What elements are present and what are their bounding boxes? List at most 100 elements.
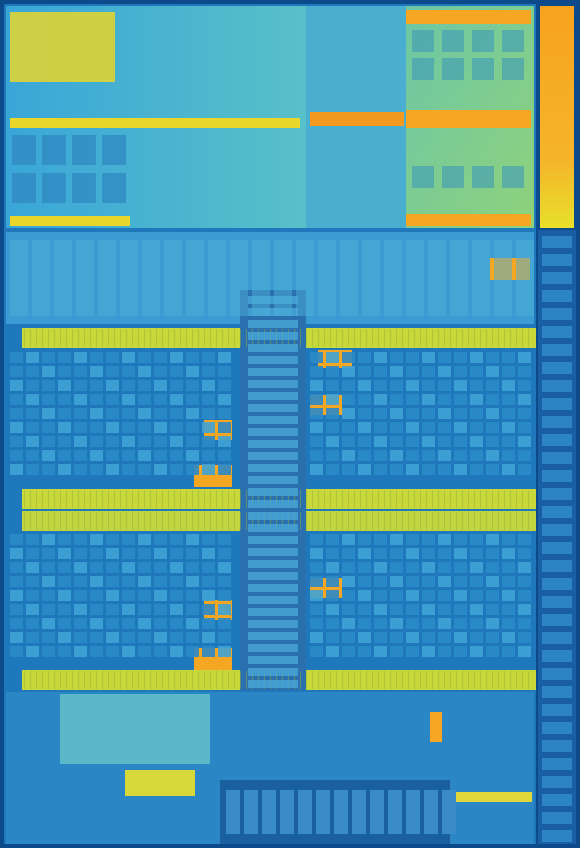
logic-cell (138, 604, 151, 615)
bus-stripe (54, 329, 55, 347)
logic-cell (10, 618, 23, 629)
logic-cell (122, 366, 135, 377)
logic-cell (154, 436, 167, 447)
logic-cell (406, 436, 419, 447)
bus-stripe (360, 512, 361, 530)
io-cell (542, 524, 572, 536)
logic-cell (326, 618, 339, 629)
io-pad (298, 790, 312, 834)
logic-cell (26, 604, 39, 615)
logic-cell (58, 408, 71, 419)
bus-stripe (450, 512, 451, 530)
cache-tile (102, 173, 126, 203)
cache-tile (472, 166, 494, 188)
bus-stripe (30, 671, 31, 689)
bus-stripe (480, 512, 481, 530)
logic-cell (122, 464, 135, 475)
logic-cell (342, 604, 355, 615)
logic-cell (326, 450, 339, 461)
bus-stripe (204, 671, 205, 689)
bus-stripe (384, 671, 385, 689)
logic-cell (326, 352, 339, 363)
logic-cell (438, 618, 451, 629)
bus-stripe (126, 512, 127, 530)
logic-cell (406, 464, 419, 475)
logic-cell (170, 590, 183, 601)
logic-cell (186, 646, 199, 657)
logic-cell (358, 422, 371, 433)
logic-cell (90, 394, 103, 405)
bus-stripe (414, 329, 415, 347)
logic-cell (202, 618, 215, 629)
logic-cell (154, 394, 167, 405)
logic-cell (470, 604, 483, 615)
logic-cell (10, 352, 23, 363)
band-cell (186, 240, 204, 316)
logic-cell (26, 534, 39, 545)
bus-stripe (432, 490, 433, 508)
logic-cell (90, 590, 103, 601)
logic-cell (218, 632, 231, 643)
bus-stripe (54, 671, 55, 689)
bus-stripe (306, 671, 307, 689)
logic-cell (454, 534, 467, 545)
spine-cell (248, 524, 298, 532)
logic-cell (218, 618, 231, 629)
bus-stripe (120, 512, 121, 530)
logic-cell (438, 380, 451, 391)
logic-cell (170, 450, 183, 461)
logic-cell (170, 534, 183, 545)
logic-cell (170, 646, 183, 657)
logic-cell (406, 394, 419, 405)
logic-cell (310, 366, 323, 377)
logic-cell (138, 548, 151, 559)
bus-stripe (528, 329, 529, 347)
logic-cell (326, 562, 339, 573)
logic-cell (138, 422, 151, 433)
logic-cell (106, 408, 119, 419)
logic-cell (406, 380, 419, 391)
logic-cell (310, 352, 323, 363)
logic-cell (454, 366, 467, 377)
logic-cell (310, 576, 323, 587)
band-cell (472, 240, 490, 316)
logic-cell (374, 464, 387, 475)
bus-stripe (78, 512, 79, 530)
logic-cell (422, 464, 435, 475)
logic-cell (326, 604, 339, 615)
logic-cell (138, 450, 151, 461)
logic-cell (122, 380, 135, 391)
bus-stripe (498, 512, 499, 530)
logic-cell (90, 604, 103, 615)
logic-cell (202, 548, 215, 559)
band-cell (274, 240, 292, 316)
bus-stripe (240, 512, 241, 530)
bus-stripe (246, 329, 247, 347)
bus-stripe (504, 490, 505, 508)
logic-cell (170, 604, 183, 615)
logic-cell (422, 618, 435, 629)
spine-cell (248, 356, 298, 364)
bus-stripe (228, 490, 229, 508)
logic-cell (42, 352, 55, 363)
io-cell (542, 362, 572, 374)
bus-stripe (390, 329, 391, 347)
logic-cell (374, 548, 387, 559)
bus-stripe (180, 490, 181, 508)
logic-cell (422, 380, 435, 391)
logic-cell (202, 604, 215, 615)
logic-cell (342, 450, 355, 461)
logic-cell (454, 590, 467, 601)
bus-stripe (60, 671, 61, 689)
logic-cell (170, 436, 183, 447)
spine-cell (248, 536, 298, 544)
logic-cell (186, 436, 199, 447)
bus-stripe (228, 329, 229, 347)
bus-stripe (516, 512, 517, 530)
bus-stripe (210, 329, 211, 347)
bus-stripe (78, 671, 79, 689)
band-cell (10, 240, 28, 316)
bus-stripe (186, 671, 187, 689)
bus-stripe (348, 490, 349, 508)
bus-stripe (84, 512, 85, 530)
